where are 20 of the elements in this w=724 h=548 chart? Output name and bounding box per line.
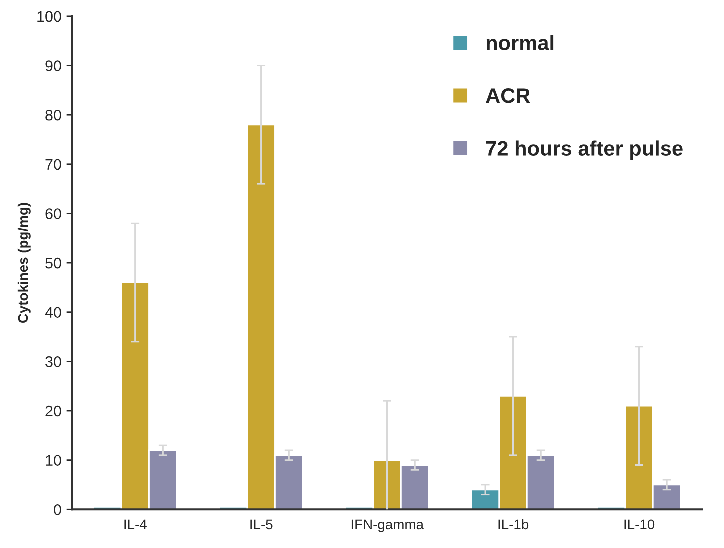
x-tick-label: IL-1b	[498, 519, 529, 530]
y-axis-title: Cytokines (pg/mg)	[18, 203, 31, 324]
x-tick-label: IFN-gamma	[352, 520, 424, 532]
y-tick-label: 40	[45, 307, 62, 318]
x-tick-label: IL-5	[250, 520, 273, 530]
x-tick-label: IL-10	[624, 520, 655, 530]
y-tick-label: 100	[38, 11, 62, 22]
x-tick-label: IL-4	[124, 520, 147, 530]
y-tick-label: 10	[46, 455, 62, 466]
y-tick-label: 80	[46, 110, 62, 121]
legend-label: 72 hours after pulse	[486, 140, 683, 160]
y-tick-label: 0	[54, 504, 62, 516]
y-tick-label: 70	[46, 159, 62, 170]
legend-label: normal	[486, 35, 554, 50]
y-tick-label: 90	[46, 60, 62, 72]
legend-label: ACR	[486, 88, 530, 104]
y-tick-label: 50	[46, 258, 62, 269]
y-tick-label: 20	[46, 406, 62, 417]
y-tick-label: 30	[46, 356, 62, 368]
y-tick-label: 60	[46, 208, 62, 220]
